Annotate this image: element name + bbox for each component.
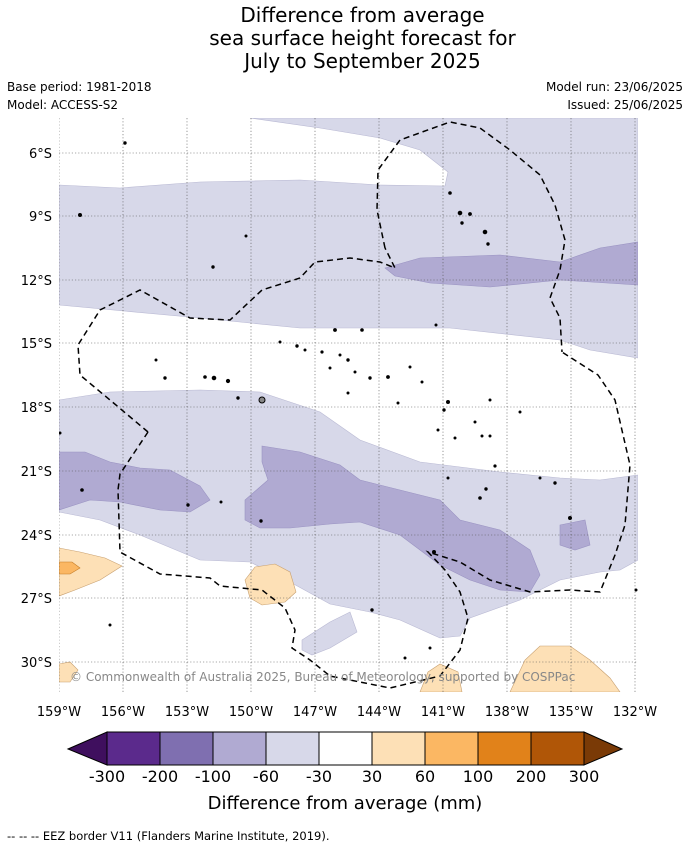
lon-label-147w: 147°W: [293, 705, 337, 720]
colorbar-tick-3: -60: [253, 767, 279, 786]
lat-label-12s: 12°S: [21, 274, 52, 289]
colorbar-extend-high: [583, 731, 624, 766]
colorbar-bin-8: [477, 731, 532, 766]
lon-label-141w: 141°W: [421, 705, 465, 720]
lon-label-132w: 132°W: [613, 705, 657, 720]
colorbar-tick-0: -300: [89, 767, 125, 786]
lat-label-18s: 18°S: [21, 401, 52, 416]
anomaly-positive-west: [59, 547, 123, 597]
colorbar-extend-low: [66, 731, 108, 766]
anomaly-mid-west: [59, 451, 211, 513]
title-line-3: July to September 2025: [244, 49, 481, 73]
colorbar: -300 -200 -100 -60 -30 30 60 100 200 300…: [66, 731, 624, 814]
anomaly-band-north: [59, 118, 638, 359]
lon-label-150w: 150°W: [229, 705, 273, 720]
islands: [59, 141, 638, 660]
lon-label-153w: 153°W: [165, 705, 209, 720]
colorbar-bin-5: [318, 731, 373, 766]
model-run: Model run: 23/06/2025: [545, 80, 683, 94]
colorbar-bin-4: [265, 731, 320, 766]
colorbar-label: Difference from average (mm): [208, 793, 483, 814]
anomaly-positive-south-b: [509, 645, 621, 692]
latitude-labels: 6°S 9°S 12°S 15°S 18°S 21°S 24°S 27°S 30…: [21, 147, 52, 671]
colorbar-bin-2: [159, 731, 214, 766]
anomaly-positive-south-a: [419, 663, 463, 692]
lon-label-144w: 144°W: [357, 705, 401, 720]
anomaly-mid-central: [244, 445, 541, 593]
colorbar-tick-6: 60: [415, 767, 435, 786]
lon-label-159w: 159°W: [37, 705, 81, 720]
base-period: Base period: 1981-2018: [7, 80, 152, 94]
eez-legend-note: -- -- -- EEZ border V11 (Flanders Marine…: [7, 829, 330, 843]
colorbar-bin-3: [212, 731, 267, 766]
anomaly-positive-south-c: [59, 661, 79, 683]
anomaly-mid-north: [384, 241, 638, 288]
colorbar-bin-1: [106, 731, 161, 766]
lat-label-30s: 30°S: [21, 656, 52, 671]
model-name: Model: ACCESS-S2: [7, 98, 119, 112]
eez-border-north: [376, 121, 566, 353]
eez-border-west: [77, 247, 397, 433]
copyright-notice: © Commonwealth of Australia 2025, Bureau…: [70, 670, 575, 684]
map-plot-area: © Commonwealth of Australia 2025, Bureau…: [59, 118, 638, 692]
issued-date: Issued: 25/06/2025: [567, 98, 683, 112]
lat-label-9s: 9°S: [29, 210, 52, 225]
colorbar-tick-4: -30: [306, 767, 332, 786]
meta-right: Model run: 23/06/2025 Issued: 25/06/2025: [546, 78, 683, 114]
chart-title: Difference from average sea surface heig…: [0, 4, 690, 73]
eez-border-main: [117, 351, 631, 689]
lon-label-156w: 156°W: [101, 705, 145, 720]
lat-label-6s: 6°S: [29, 147, 52, 162]
longitude-labels: 159°W 156°W 153°W 150°W 147°W 144°W 141°…: [37, 705, 657, 720]
colorbar-tick-1: -200: [142, 767, 178, 786]
lat-label-24s: 24°S: [21, 529, 52, 544]
lon-label-135w: 135°W: [549, 705, 593, 720]
colorbar-tick-8: 200: [516, 767, 547, 786]
lat-label-15s: 15°S: [21, 337, 52, 352]
colorbar-tick-2: -100: [195, 767, 231, 786]
colorbar-tick-9: 300: [569, 767, 600, 786]
colorbar-tick-7: 100: [463, 767, 494, 786]
anomaly-patch-small-south: [301, 611, 358, 656]
anomaly-positive-central: [244, 563, 297, 606]
colorbar-bin-9: [530, 731, 585, 766]
lat-label-27s: 27°S: [21, 592, 52, 607]
title-line-2: sea surface height forecast for: [209, 26, 516, 50]
lon-label-138w: 138°W: [485, 705, 529, 720]
colorbar-bin-7: [424, 731, 479, 766]
colorbar-bin-6: [371, 731, 426, 766]
anomaly-positive-west-core: [59, 561, 81, 575]
map-gridlines: [59, 118, 638, 692]
meta-left: Base period: 1981-2018 Model: ACCESS-S2: [7, 78, 152, 114]
lat-label-21s: 21°S: [21, 465, 52, 480]
title-line-1: Difference from average: [240, 3, 485, 27]
colorbar-tick-5: 30: [362, 767, 382, 786]
